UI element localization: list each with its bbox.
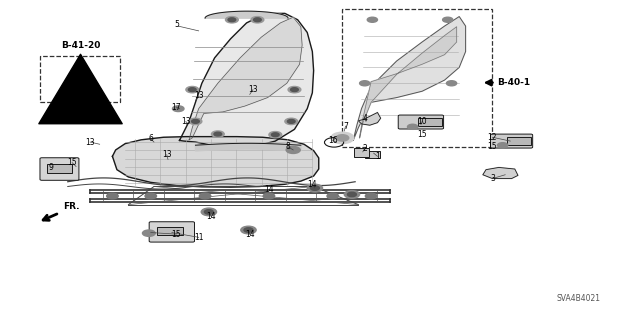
FancyBboxPatch shape bbox=[149, 222, 195, 242]
Text: 15: 15 bbox=[172, 230, 181, 239]
Text: 15: 15 bbox=[67, 158, 77, 167]
Text: 1: 1 bbox=[375, 152, 380, 161]
Text: 2: 2 bbox=[362, 144, 367, 153]
FancyBboxPatch shape bbox=[40, 158, 79, 180]
Circle shape bbox=[241, 226, 256, 234]
Text: 14: 14 bbox=[264, 185, 274, 194]
Circle shape bbox=[344, 191, 360, 198]
Bar bbox=[418, 118, 442, 126]
Bar bbox=[354, 148, 369, 157]
Polygon shape bbox=[358, 113, 381, 125]
Circle shape bbox=[211, 131, 224, 137]
Text: 14: 14 bbox=[245, 230, 255, 239]
Circle shape bbox=[285, 118, 298, 124]
Circle shape bbox=[199, 193, 211, 199]
Circle shape bbox=[287, 120, 295, 123]
Text: 13: 13 bbox=[162, 150, 172, 159]
Text: 16: 16 bbox=[328, 136, 337, 145]
Circle shape bbox=[201, 208, 216, 216]
Circle shape bbox=[443, 17, 453, 22]
Circle shape bbox=[286, 146, 300, 153]
Text: 3: 3 bbox=[490, 174, 495, 183]
Bar bbox=[342, 9, 492, 147]
Circle shape bbox=[360, 81, 370, 86]
Circle shape bbox=[228, 18, 236, 22]
Circle shape bbox=[225, 17, 238, 23]
Text: 14: 14 bbox=[207, 212, 216, 221]
Bar bbox=[47, 164, 72, 173]
Text: 14: 14 bbox=[308, 181, 317, 189]
Text: 9: 9 bbox=[48, 163, 53, 172]
Circle shape bbox=[143, 230, 156, 236]
Circle shape bbox=[188, 88, 196, 92]
Circle shape bbox=[269, 131, 282, 138]
Bar bbox=[40, 56, 120, 102]
Circle shape bbox=[189, 118, 202, 124]
Text: 6: 6 bbox=[148, 134, 153, 143]
Polygon shape bbox=[205, 11, 288, 18]
Bar bbox=[507, 137, 531, 145]
Text: 13: 13 bbox=[194, 92, 204, 100]
Circle shape bbox=[263, 193, 275, 199]
Circle shape bbox=[145, 193, 157, 199]
Circle shape bbox=[66, 89, 76, 94]
Circle shape bbox=[408, 124, 418, 129]
Circle shape bbox=[365, 193, 377, 199]
Text: FR.: FR. bbox=[63, 202, 80, 211]
Circle shape bbox=[244, 228, 253, 232]
FancyBboxPatch shape bbox=[490, 134, 532, 148]
Circle shape bbox=[186, 86, 198, 93]
Circle shape bbox=[173, 106, 184, 112]
Text: 4: 4 bbox=[362, 114, 367, 123]
Circle shape bbox=[271, 133, 279, 137]
Circle shape bbox=[327, 193, 339, 199]
Circle shape bbox=[497, 143, 508, 148]
Circle shape bbox=[348, 192, 356, 197]
Polygon shape bbox=[179, 13, 314, 147]
Text: B-41-20: B-41-20 bbox=[61, 41, 100, 50]
Text: SVA4B4021: SVA4B4021 bbox=[556, 294, 600, 303]
Circle shape bbox=[204, 210, 213, 214]
Circle shape bbox=[447, 81, 457, 86]
Text: 8: 8 bbox=[285, 142, 291, 151]
Circle shape bbox=[251, 17, 264, 23]
Text: 5: 5 bbox=[174, 20, 179, 29]
Bar bbox=[70, 77, 91, 96]
Polygon shape bbox=[483, 167, 518, 179]
FancyBboxPatch shape bbox=[398, 115, 444, 129]
Circle shape bbox=[291, 88, 298, 92]
Text: 15: 15 bbox=[488, 142, 497, 151]
Bar bbox=[157, 226, 183, 235]
Circle shape bbox=[367, 17, 378, 22]
Circle shape bbox=[307, 184, 323, 192]
Text: 12: 12 bbox=[488, 133, 497, 142]
Circle shape bbox=[107, 193, 118, 199]
Circle shape bbox=[336, 135, 349, 141]
Text: 13: 13 bbox=[248, 85, 258, 94]
Text: 15: 15 bbox=[417, 130, 427, 138]
Text: B-40-1: B-40-1 bbox=[497, 78, 531, 87]
Bar bbox=[365, 151, 380, 158]
Text: 13: 13 bbox=[181, 117, 191, 126]
Polygon shape bbox=[195, 143, 301, 151]
Text: 13: 13 bbox=[85, 137, 95, 146]
Circle shape bbox=[288, 86, 301, 93]
Circle shape bbox=[310, 186, 319, 190]
Circle shape bbox=[253, 18, 261, 22]
Polygon shape bbox=[360, 27, 457, 138]
Text: 10: 10 bbox=[417, 117, 427, 126]
Polygon shape bbox=[113, 137, 319, 187]
Circle shape bbox=[331, 132, 354, 144]
Polygon shape bbox=[353, 17, 466, 140]
Polygon shape bbox=[189, 17, 302, 140]
Circle shape bbox=[191, 120, 199, 123]
Text: 17: 17 bbox=[172, 103, 181, 112]
Text: 11: 11 bbox=[194, 233, 204, 242]
Text: 7: 7 bbox=[343, 122, 348, 131]
Circle shape bbox=[214, 132, 221, 136]
